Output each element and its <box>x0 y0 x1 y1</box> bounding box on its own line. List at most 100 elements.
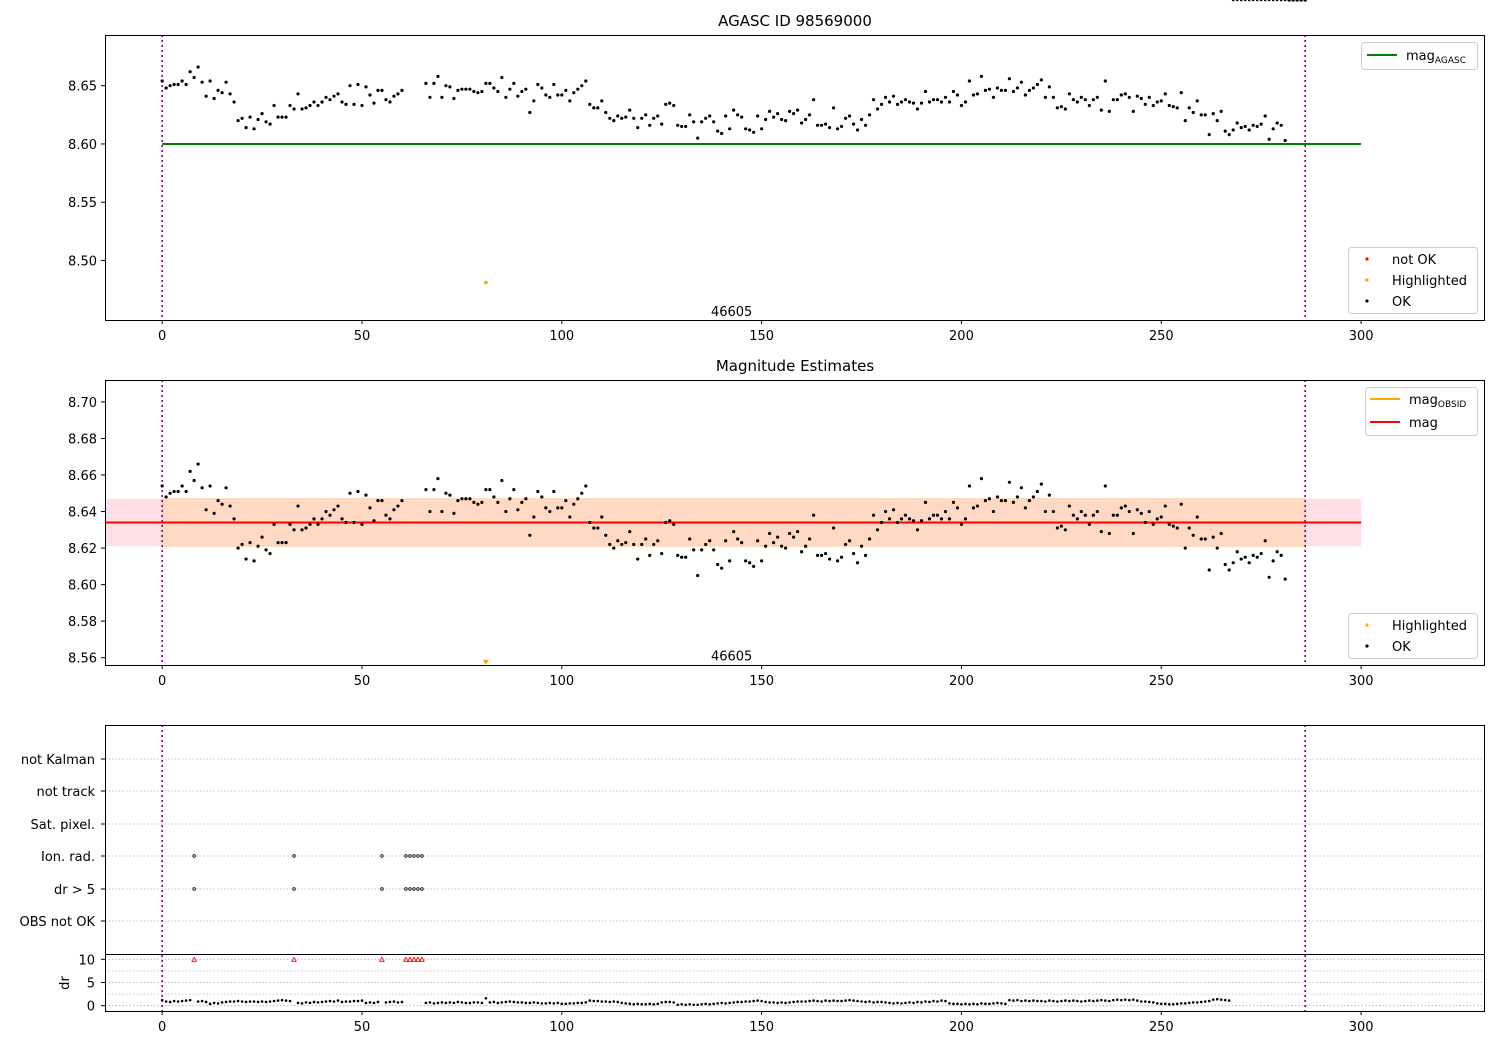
ok-point <box>764 544 768 548</box>
ok-point <box>372 519 376 523</box>
ok-point <box>1091 98 1095 102</box>
dr-point <box>400 1000 404 1004</box>
dr-point <box>1020 999 1023 1003</box>
ok-point <box>1111 513 1115 517</box>
dr-point <box>1151 1001 1155 1004</box>
ok-point <box>632 116 636 120</box>
dr-point <box>840 999 843 1003</box>
ok-point <box>887 100 892 104</box>
ok-point <box>260 112 264 116</box>
ok-point <box>596 526 600 530</box>
ok-point <box>700 120 704 124</box>
dr-point <box>1231 0 1235 2</box>
x-tick-label: 250 <box>1149 1020 1174 1035</box>
dr-point <box>1088 999 1091 1002</box>
ok-point <box>835 559 840 563</box>
ok-point <box>991 509 996 514</box>
dr-point <box>252 1000 256 1003</box>
ok-point <box>999 88 1004 92</box>
dr-point <box>568 1002 572 1005</box>
ok-point <box>1103 484 1107 488</box>
ok-point <box>1159 99 1163 103</box>
dr-point <box>464 1001 468 1005</box>
dr-point <box>676 1003 680 1007</box>
ok-point <box>811 513 816 517</box>
flag-row-label: Ion. rad. <box>41 850 95 865</box>
ok-point <box>160 484 164 488</box>
ok-point <box>927 100 932 104</box>
ok-point <box>320 517 324 521</box>
dr-point <box>432 1002 436 1005</box>
ok-point <box>1139 96 1143 101</box>
dr-point <box>632 1002 636 1006</box>
ok-point <box>1203 537 1207 541</box>
ok-point <box>248 115 252 119</box>
dr-point <box>368 1001 372 1004</box>
panel1-legend-agasc-subscript: AGASC <box>1435 56 1466 66</box>
dr-point <box>1255 0 1259 2</box>
ok-point <box>308 103 312 108</box>
dr-point <box>872 1001 875 1004</box>
dr-point <box>1108 999 1111 1003</box>
ok-point <box>484 488 488 492</box>
dr-point <box>784 1001 787 1005</box>
ok-point <box>736 537 740 541</box>
dr-point <box>992 1002 995 1005</box>
ok-point <box>640 542 644 547</box>
ok-point <box>1055 106 1059 110</box>
ok-point <box>752 130 756 134</box>
dr-point <box>516 1001 520 1004</box>
ok-point <box>1107 531 1111 536</box>
ok-point <box>320 100 324 104</box>
y-tick-label: 8.50 <box>68 254 97 269</box>
ok-point <box>823 551 828 556</box>
ok-point <box>236 546 240 550</box>
panel2-legend-ok-marker <box>1365 644 1369 648</box>
dr-point <box>1000 1002 1003 1005</box>
dr-point <box>924 1000 927 1003</box>
dr-point <box>808 999 811 1003</box>
ok-point <box>192 75 196 80</box>
ok-point <box>903 98 908 102</box>
dr-point <box>888 1001 891 1005</box>
dr-point <box>572 1002 576 1005</box>
ok-point <box>744 127 748 131</box>
ok-point <box>1035 82 1039 87</box>
ok-point <box>756 114 760 118</box>
y-tick-label: 8.66 <box>68 469 97 484</box>
ok-point <box>480 89 484 94</box>
ok-point <box>756 539 760 543</box>
ok-point <box>432 81 436 85</box>
dr-point <box>1096 999 1099 1002</box>
ok-point <box>1219 531 1223 536</box>
dr-point <box>624 1002 628 1005</box>
ok-point <box>855 128 860 132</box>
ok-point <box>1039 482 1043 486</box>
panel1-legend-ok-marker <box>1365 299 1369 303</box>
dr-point <box>620 1001 624 1005</box>
dr-capped-point <box>410 956 417 962</box>
dr-point <box>1283 0 1287 2</box>
ok-point <box>1011 500 1016 505</box>
flag-row-label: not track <box>36 785 95 800</box>
ok-point <box>1059 524 1063 528</box>
ok-point <box>176 82 180 87</box>
panel1-legend-highlighted-marker <box>1365 278 1369 282</box>
ok-point <box>680 555 684 559</box>
dr-capped-point <box>191 956 198 962</box>
dr-point <box>884 1001 887 1004</box>
dr-capped-point <box>406 956 413 962</box>
dr-point <box>188 998 192 1002</box>
dr-point <box>1299 0 1303 2</box>
ok-point <box>552 489 556 494</box>
ok-point <box>811 98 816 102</box>
dr-point <box>520 1001 524 1004</box>
ok-point <box>967 484 972 488</box>
ok-point <box>212 511 216 515</box>
ok-point <box>776 535 780 539</box>
ok-point <box>716 562 720 567</box>
ok-point <box>827 557 832 561</box>
ok-point <box>1015 495 1020 499</box>
ok-point <box>955 506 960 510</box>
panel3-axes-frame <box>105 725 1485 1012</box>
